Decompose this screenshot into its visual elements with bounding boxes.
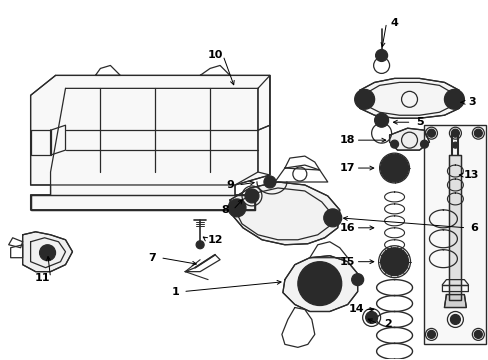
Circle shape <box>264 176 275 188</box>
Circle shape <box>375 50 387 62</box>
Polygon shape <box>22 232 72 272</box>
Text: 15: 15 <box>339 257 355 267</box>
Circle shape <box>323 209 341 227</box>
Circle shape <box>389 163 399 173</box>
Text: 7: 7 <box>148 253 156 263</box>
Polygon shape <box>444 294 466 307</box>
Text: 11: 11 <box>35 273 50 283</box>
Circle shape <box>473 330 481 338</box>
Polygon shape <box>359 78 458 118</box>
Polygon shape <box>283 256 357 311</box>
Text: 3: 3 <box>468 97 475 107</box>
Text: 6: 6 <box>469 223 477 233</box>
Text: 8: 8 <box>221 205 228 215</box>
Circle shape <box>227 199 245 217</box>
Circle shape <box>321 268 326 273</box>
Circle shape <box>40 245 56 261</box>
Text: 18: 18 <box>339 135 355 145</box>
Polygon shape <box>389 128 428 150</box>
Circle shape <box>305 289 310 294</box>
Text: 16: 16 <box>339 223 355 233</box>
Text: 2: 2 <box>383 319 391 329</box>
Circle shape <box>449 315 459 324</box>
Circle shape <box>473 129 481 137</box>
Circle shape <box>330 281 336 286</box>
Polygon shape <box>31 195 254 210</box>
Text: 17: 17 <box>339 163 355 173</box>
Bar <box>424 125 486 345</box>
Text: 14: 14 <box>348 305 364 315</box>
Circle shape <box>297 262 341 306</box>
Circle shape <box>380 154 407 182</box>
Circle shape <box>427 330 435 338</box>
Circle shape <box>354 89 374 109</box>
Polygon shape <box>31 75 269 210</box>
Text: 9: 9 <box>225 180 233 190</box>
Circle shape <box>365 311 377 323</box>
Text: 13: 13 <box>463 170 478 180</box>
Circle shape <box>427 129 435 137</box>
Circle shape <box>305 273 310 278</box>
Circle shape <box>196 241 203 249</box>
Circle shape <box>444 89 464 109</box>
Circle shape <box>450 129 458 137</box>
Text: 1: 1 <box>171 287 179 297</box>
Circle shape <box>390 140 398 148</box>
Polygon shape <box>448 155 461 300</box>
Text: 12: 12 <box>207 235 223 245</box>
Circle shape <box>244 189 259 203</box>
Circle shape <box>351 274 363 285</box>
Circle shape <box>380 248 407 276</box>
Circle shape <box>374 113 388 127</box>
Polygon shape <box>229 182 339 245</box>
Circle shape <box>420 140 427 148</box>
Circle shape <box>451 142 457 148</box>
Circle shape <box>321 294 326 300</box>
Text: 5: 5 <box>415 117 423 127</box>
Text: 10: 10 <box>207 50 223 60</box>
Text: 4: 4 <box>390 18 398 28</box>
